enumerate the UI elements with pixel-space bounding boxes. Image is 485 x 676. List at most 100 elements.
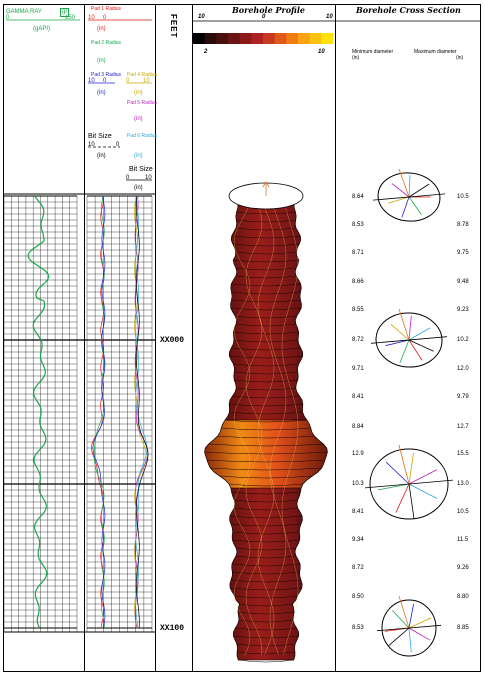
cross-section-radius [392, 610, 410, 629]
colorbar-swatch [274, 33, 287, 44]
max-diameter-value: 9.48 [457, 279, 469, 285]
max-diameter-value: 9.79 [457, 394, 469, 400]
cross-section-diameter [364, 479, 454, 489]
min-diameter-value: 8.72 [352, 565, 364, 571]
cross-section-radius [399, 339, 410, 363]
borehole-ring [229, 411, 303, 415]
log-frame [3, 4, 481, 672]
borehole-ring [225, 419, 307, 423]
borehole-ring [233, 259, 299, 263]
min-diameter-value: 8.84 [352, 424, 364, 430]
borehole-ring [235, 267, 297, 271]
min-diameter-unit: (in) [352, 55, 360, 61]
borehole-ring [236, 323, 296, 327]
pad1-unit: (in) [97, 26, 106, 32]
cross-section-radius [388, 627, 410, 647]
borehole-ring [233, 363, 299, 367]
bit-size-2-scale-left: 0 [126, 175, 130, 181]
pad5-label: Pad 5 Radius [127, 100, 158, 106]
min-diameter-value: 8.53 [352, 222, 364, 228]
bit-size-label: Bit Size [88, 133, 112, 140]
orientation-arrow-head [262, 181, 270, 188]
borehole-ring [231, 563, 301, 567]
cross-section-radius [408, 617, 432, 629]
cross-section-radius [391, 183, 410, 198]
borehole-ring [231, 347, 301, 351]
cross-section-radius [408, 315, 412, 341]
max-diameter-value: 9.75 [457, 250, 469, 256]
max-diameter-value: 9.26 [457, 565, 469, 571]
borehole-ring [232, 539, 300, 543]
depth-mark-xx000: XX000 [160, 336, 185, 345]
max-diameter-unit: (in) [456, 55, 464, 61]
max-diameter-label: Maximum diameter [414, 49, 457, 55]
borehole-ring [239, 603, 293, 607]
max-diameter-value: 10.5 [457, 509, 469, 515]
borehole-ring [232, 531, 300, 535]
colorbar-min: 2 [204, 49, 208, 55]
max-diameter-value: 9.23 [457, 307, 469, 313]
borehole-ring [236, 651, 296, 655]
pad3-label: Pad 3 Radius [91, 72, 122, 78]
borehole-pad-trace [281, 199, 299, 656]
pad-radius-curve [135, 195, 149, 629]
borehole-ring [235, 275, 297, 279]
gamma-title: GAMMA RAY [6, 9, 42, 15]
borehole-pad-trace [245, 199, 263, 656]
cross-section-radius [408, 183, 430, 198]
min-diameter-label: Minimum diameter [352, 49, 394, 55]
cross-section-north-arrow [398, 168, 410, 198]
max-diameter-value: 10.2 [457, 337, 469, 343]
max-diameter-value: 12.7 [457, 424, 469, 430]
colorbar-swatch [263, 33, 276, 44]
min-diameter-value: 8.53 [352, 625, 364, 631]
cross-section-radius [408, 452, 414, 485]
depth-mark-xx100: XX100 [160, 624, 185, 633]
borehole-ring [217, 435, 315, 439]
cross-section-diameter [376, 624, 442, 632]
min-diameter-value: 8.71 [352, 250, 364, 256]
profile-scale-left: 10 [198, 14, 205, 20]
borehole-ring [232, 243, 300, 247]
cross-section-radius [408, 327, 431, 341]
min-diameter-value: 12.9 [352, 451, 364, 457]
profile-title: Borehole Profile [232, 5, 305, 15]
max-diameter-value: 8.78 [457, 222, 469, 228]
cross-section-radius [388, 196, 410, 204]
cross-section-radius [408, 627, 431, 641]
cross-section-north-arrow [398, 308, 410, 341]
profile-scale-right: 10 [326, 14, 333, 20]
pad3-scale-mid: 0 [103, 78, 107, 84]
borehole-ring [238, 619, 294, 623]
depth-unit: FEET [169, 14, 178, 39]
borehole-ring [236, 219, 296, 223]
borehole-ring [231, 283, 301, 287]
bit-size-unit: (in) [97, 153, 106, 159]
min-diameter-value: 10.3 [352, 481, 364, 487]
track-divider [155, 4, 156, 672]
pad3-unit: (in) [97, 90, 106, 96]
gamma-max: 150 [65, 15, 76, 21]
max-diameter-value: 8.85 [457, 625, 469, 631]
track-divider [335, 4, 336, 672]
colorbar-swatch [309, 33, 322, 44]
cross-section-radius [408, 604, 414, 629]
colorbar-swatch [193, 33, 206, 44]
pad2-unit: (in) [97, 58, 106, 64]
min-diameter-value: 9.71 [352, 366, 364, 372]
borehole-ring [234, 507, 298, 511]
bit-size-2-label: Bit Size [129, 166, 153, 173]
borehole-pad-trace [269, 199, 287, 656]
pad5-unit: (in) [134, 116, 143, 122]
borehole-ring [233, 331, 299, 335]
gamma-min: 0 [6, 15, 10, 21]
track-divider [84, 4, 85, 672]
colorbar-swatch [298, 33, 311, 44]
borehole-ring [231, 291, 301, 295]
borehole-pad-trace [233, 199, 251, 656]
profile-scale-mid: 0 [262, 14, 266, 20]
borehole-ring [230, 307, 302, 311]
borehole-ring [236, 211, 296, 215]
